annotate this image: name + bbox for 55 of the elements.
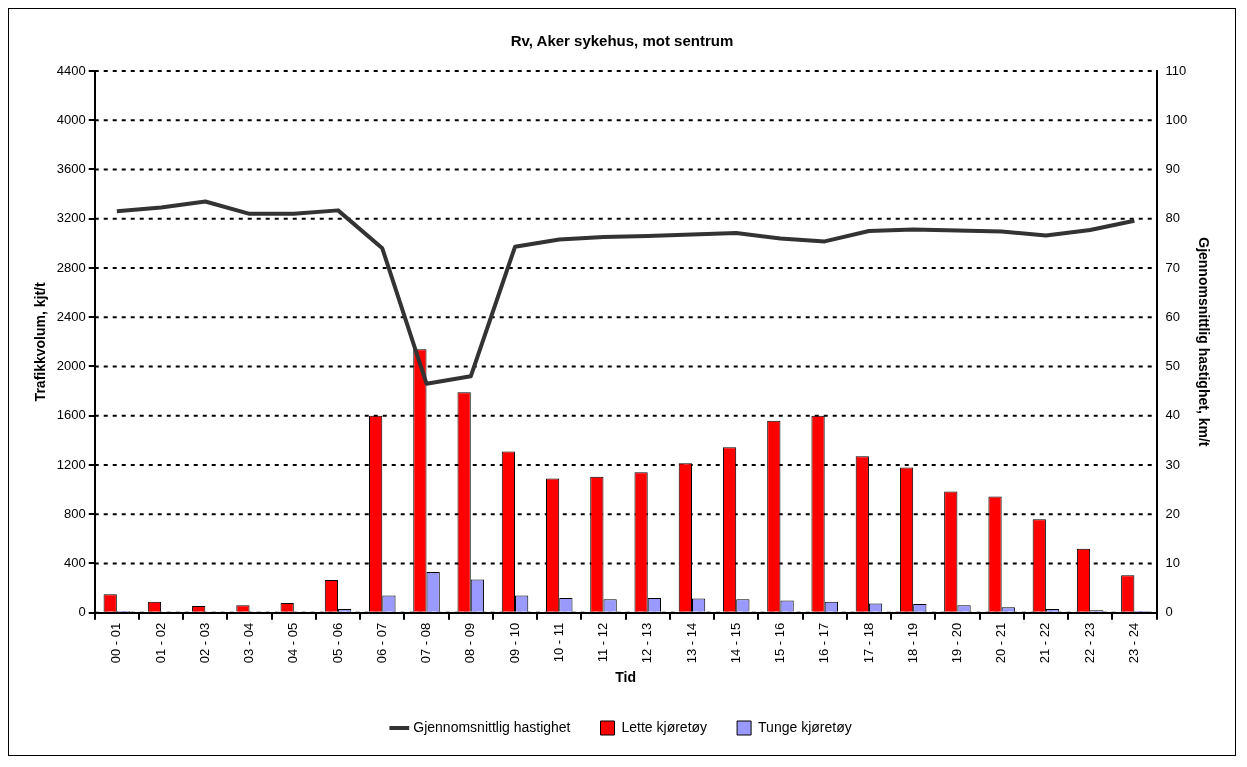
y-tick-label: 3600 — [56, 161, 86, 177]
y2-tick-label: 20 — [1165, 505, 1180, 521]
x-tick-label: 06 - 07 — [373, 622, 389, 664]
y2-tick-label: 90 — [1165, 161, 1180, 177]
x-tick-label: 01 - 02 — [152, 622, 168, 664]
y2-tick-label: 50 — [1165, 358, 1180, 374]
legend-label: Lette kjøretøy — [621, 718, 708, 735]
x-tick-label: 15 - 16 — [772, 622, 788, 664]
legend-label: Gjennomsnittlig hastighet — [413, 718, 571, 735]
x-tick-label: 19 - 20 — [949, 622, 964, 664]
y-tick-label: 800 — [64, 505, 86, 521]
x-tick-label: 23 - 24 — [1125, 622, 1141, 664]
y2-axis-title: Gjennomsnittlig hastighet, km/t — [1195, 237, 1212, 447]
x-tick-label: 14 - 15 — [727, 622, 743, 664]
y-tick-label: 2000 — [56, 358, 86, 374]
y-tick-label: 1200 — [56, 456, 86, 472]
y2-tick-label: 80 — [1165, 210, 1180, 226]
y-tick-label: 0 — [78, 604, 86, 620]
x-tick-label: 22 - 23 — [1081, 622, 1097, 664]
y-tick-label: 3200 — [56, 210, 86, 226]
legend-label: Tunge kjøretøy — [758, 718, 852, 735]
y2-tick-label: 60 — [1165, 308, 1180, 324]
y-tick-label: 2400 — [56, 308, 86, 324]
x-tick-label: 08 - 09 — [462, 622, 478, 664]
y2-tick-label: 70 — [1165, 259, 1180, 275]
y-tick-label: 4400 — [56, 62, 86, 78]
x-tick-label: 18 - 19 — [904, 622, 920, 664]
x-tick-label: 05 - 06 — [329, 622, 345, 664]
y2-tick-label: 110 — [1165, 62, 1187, 78]
x-tick-label: 10 - 11 — [550, 622, 566, 663]
x-axis-title: Tid — [615, 669, 636, 686]
y-tick-label: 1600 — [56, 407, 86, 423]
x-tick-label: 20 - 21 — [993, 622, 1009, 664]
y2-tick-label: 0 — [1165, 604, 1173, 620]
x-tick-label: 07 - 08 — [418, 622, 434, 664]
x-tick-label: 02 - 03 — [196, 622, 212, 664]
y2-tick-label: 30 — [1165, 456, 1180, 472]
y2-tick-label: 10 — [1165, 555, 1180, 571]
x-tick-label: 03 - 04 — [241, 622, 257, 664]
x-tick-label: 13 - 14 — [683, 622, 699, 664]
y-tick-label: 400 — [64, 555, 86, 571]
x-tick-label: 16 - 17 — [816, 622, 832, 664]
x-tick-label: 17 - 18 — [860, 622, 876, 664]
x-tick-label: 11 - 12 — [595, 622, 611, 663]
y2-tick-label: 40 — [1165, 407, 1180, 423]
x-tick-label: 12 - 13 — [639, 622, 655, 664]
x-tick-label: 04 - 05 — [285, 622, 301, 664]
chart-title: Rv, Aker sykehus, mot sentrum — [510, 32, 734, 50]
y-tick-label: 4000 — [56, 111, 86, 127]
y2-tick-label: 100 — [1165, 111, 1188, 127]
x-tick-label: 21 - 22 — [1037, 622, 1053, 664]
x-tick-label: 09 - 10 — [506, 622, 522, 664]
y-tick-label: 2800 — [56, 259, 86, 275]
x-tick-label: 00 - 01 — [108, 622, 124, 664]
y-axis-title: Trafikkvolum, kjt/t — [32, 282, 49, 402]
